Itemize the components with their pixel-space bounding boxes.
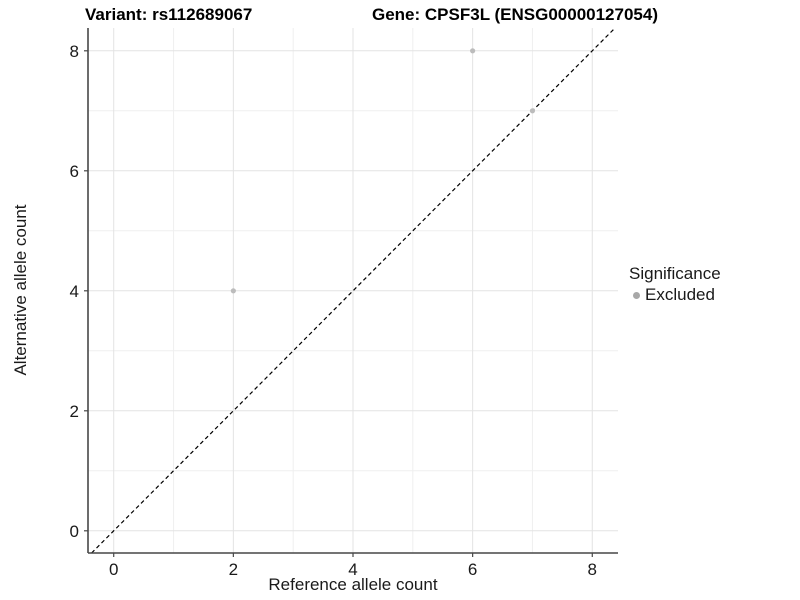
x-tick-label: 4 <box>348 560 357 579</box>
y-tick-label: 6 <box>70 162 79 181</box>
identity-line <box>91 27 616 554</box>
legend: Significance Excluded <box>629 264 721 305</box>
legend-title: Significance <box>629 264 721 283</box>
legend-item-excluded: Excluded <box>629 285 721 305</box>
data-point <box>230 288 236 294</box>
x-tick-label: 6 <box>468 560 477 579</box>
gene-title: Gene: CPSF3L (ENSG00000127054) <box>372 5 658 24</box>
legend-item-label: Excluded <box>645 285 715 304</box>
excluded-point-icon <box>633 291 640 299</box>
chart-panel: 0 2 4 6 8 0 2 4 6 8 <box>70 27 618 579</box>
y-tick-label: 0 <box>70 522 79 541</box>
x-tick-label: 2 <box>229 560 238 579</box>
y-tick-label: 2 <box>70 402 79 421</box>
x-axis-title: Reference allele count <box>268 575 438 594</box>
variant-title: Variant: rs112689067 <box>85 5 253 24</box>
y-axis-title: Alternative allele count <box>11 204 30 376</box>
data-point <box>470 48 476 54</box>
y-tick-label: 4 <box>70 282 79 301</box>
data-point <box>529 108 536 114</box>
x-tick-label: 0 <box>109 560 118 579</box>
y-tick-label: 8 <box>70 42 79 61</box>
x-tick-label: 8 <box>588 560 597 579</box>
